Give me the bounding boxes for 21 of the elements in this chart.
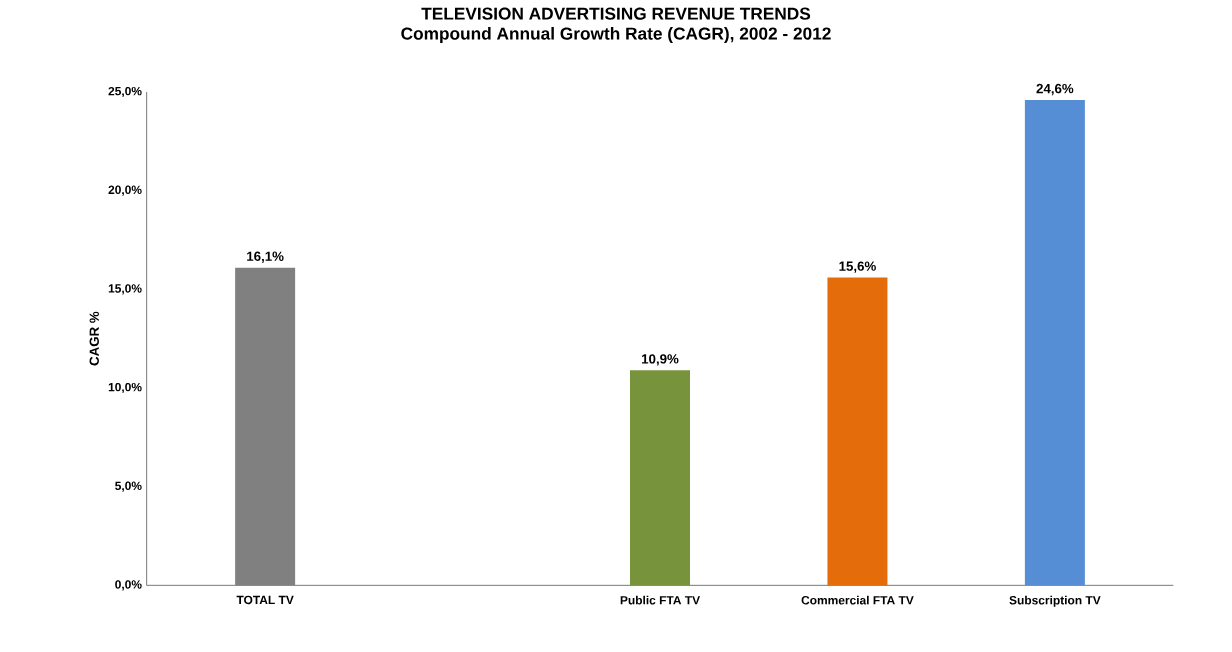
x-tick-label: Subscription TV [1009, 595, 1101, 607]
bar [235, 267, 296, 586]
bar [1024, 99, 1085, 586]
data-label: 10,9% [642, 354, 679, 366]
bar [827, 277, 888, 586]
y-tick-label: 0,0% [115, 580, 142, 591]
chart-subtitle: Compound Annual Growth Rate (CAGR), 2002 - 2012 [401, 27, 831, 44]
y-tick-label: 15,0% [108, 284, 142, 295]
y-tick-label: 10,0% [108, 382, 142, 394]
y-axis-title: CAGR % [89, 311, 99, 366]
y-tick-label: 25,0% [108, 86, 142, 98]
bar [630, 370, 691, 586]
x-tick-label: Public FTA TV [620, 595, 700, 605]
chart-title: TELEVISION ADVERTISING REVENUE TRENDS [421, 7, 811, 20]
data-label: 15,6% [839, 261, 876, 273]
data-label: 16,1% [247, 251, 284, 263]
y-tick-label: 5,0% [115, 481, 142, 492]
y-tick-label: 20,0% [108, 185, 142, 196]
x-tick-label: TOTAL TV [236, 595, 294, 605]
x-tick-label: Commercial FTA TV [801, 595, 914, 605]
data-label: 24,6% [1036, 83, 1074, 96]
